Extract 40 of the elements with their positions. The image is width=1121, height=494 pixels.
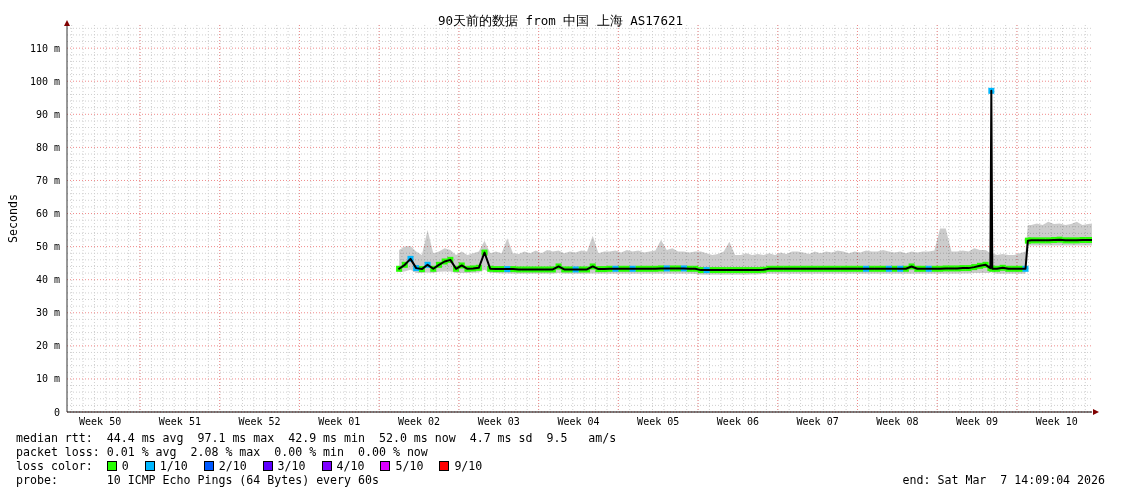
text: probe: 10 ICMP Echo Pings (64 Bytes) every 60s (16, 473, 379, 487)
x-tick-label: Week 06 (716, 415, 759, 427)
legend-label: 9/10 (454, 459, 483, 473)
text: packet loss: 0.01 % avg 2.08 % max 0.00 % min 0.00 % now (16, 445, 428, 459)
x-tick-label: Week 07 (796, 415, 839, 427)
text: end: Sat Mar 7 14:09:04 2026 (902, 473, 1105, 487)
y-tick-label: 20 m (35, 340, 60, 352)
legend-label: 4/10 (336, 459, 365, 473)
chart-title: 90天前的数据 from 中国 上海 AS17621 (438, 13, 683, 28)
y-tick-label: 110 m (29, 42, 60, 54)
y-tick-label: 30 m (35, 307, 60, 319)
y-tick-label: 80 m (35, 141, 60, 153)
x-tick-label: Week 01 (318, 415, 361, 427)
x-tick-label: Week 03 (477, 415, 520, 427)
y-tick-label: 0 (53, 406, 60, 418)
legend-label: 1/10 (159, 459, 188, 473)
y-tick-label: 40 m (35, 274, 60, 286)
legend-label: 5/10 (395, 459, 424, 473)
x-tick-label: Week 05 (637, 415, 680, 427)
x-tick-label: Week 08 (876, 415, 919, 427)
legend-label: 2/10 (218, 459, 247, 473)
y-tick-label: 60 m (35, 208, 60, 220)
x-tick-label: Week 51 (158, 415, 201, 427)
x-tick-label: Week 10 (1035, 415, 1078, 427)
x-tick-label: Week 50 (79, 415, 122, 427)
legend-title: loss color: (16, 459, 93, 473)
x-tick-label: Week 02 (397, 415, 441, 427)
line-series (398, 89, 1092, 272)
y-tick-label: 50 m (35, 241, 60, 253)
text: median rtt: 44.4 ms avg 97.1 ms max 42.9 ms min 52.0 ms now 4.7 ms sd 9.5 am/s (16, 431, 617, 445)
y-tick-label: 70 m (35, 174, 60, 186)
x-tick-label: Week 09 (956, 415, 999, 427)
y-tick-label: 100 m (29, 75, 60, 87)
y-tick-label: 90 m (35, 108, 60, 120)
y-axis-title: Seconds (6, 194, 20, 243)
legend-label: 3/10 (277, 459, 306, 473)
legend-label: 0 (121, 459, 129, 473)
x-tick-label: Week 04 (557, 415, 600, 427)
x-tick-label: Week 52 (238, 415, 281, 427)
y-tick-label: 10 m (35, 373, 60, 385)
